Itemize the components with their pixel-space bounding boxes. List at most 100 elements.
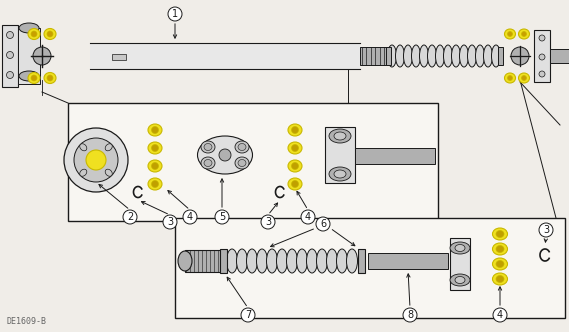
Ellipse shape [450, 274, 470, 286]
Ellipse shape [395, 45, 405, 67]
Ellipse shape [201, 141, 215, 153]
Ellipse shape [468, 45, 476, 67]
Ellipse shape [334, 132, 346, 140]
Ellipse shape [291, 162, 299, 170]
Ellipse shape [496, 276, 504, 283]
Ellipse shape [238, 159, 246, 167]
Bar [534, 30, 550, 82]
Circle shape [493, 308, 507, 322]
Circle shape [6, 51, 14, 58]
Bar [18, 28, 40, 84]
Ellipse shape [492, 45, 501, 67]
Ellipse shape [522, 75, 526, 80]
Ellipse shape [277, 249, 287, 273]
Ellipse shape [47, 75, 53, 81]
Ellipse shape [19, 23, 39, 33]
Ellipse shape [226, 249, 237, 273]
Ellipse shape [493, 228, 508, 240]
Text: 4: 4 [305, 212, 311, 222]
Ellipse shape [427, 45, 436, 67]
Text: 3: 3 [265, 217, 271, 227]
Ellipse shape [148, 160, 162, 172]
Ellipse shape [496, 245, 504, 253]
Text: 6: 6 [320, 219, 326, 229]
Ellipse shape [47, 31, 53, 37]
Ellipse shape [329, 129, 351, 143]
Text: 3: 3 [543, 225, 549, 235]
Ellipse shape [257, 249, 267, 273]
Bar [220, 249, 227, 273]
Circle shape [183, 210, 197, 224]
Text: 4: 4 [497, 310, 503, 320]
Ellipse shape [493, 273, 508, 285]
Ellipse shape [419, 45, 428, 67]
Ellipse shape [80, 169, 87, 176]
Circle shape [74, 138, 118, 182]
Ellipse shape [476, 45, 484, 67]
Circle shape [86, 150, 106, 170]
Bar [2, 25, 18, 87]
Ellipse shape [204, 143, 212, 150]
Ellipse shape [505, 29, 516, 39]
Ellipse shape [493, 258, 508, 270]
Ellipse shape [435, 45, 444, 67]
Ellipse shape [105, 169, 112, 176]
Circle shape [163, 215, 177, 229]
Bar [498, 47, 503, 65]
Circle shape [168, 7, 182, 21]
Circle shape [261, 215, 275, 229]
Text: 5: 5 [219, 212, 225, 222]
Circle shape [539, 71, 545, 77]
Ellipse shape [28, 72, 40, 84]
Bar [450, 238, 470, 290]
Ellipse shape [31, 75, 37, 81]
Circle shape [539, 35, 545, 41]
Ellipse shape [450, 242, 470, 254]
Ellipse shape [455, 277, 465, 284]
Circle shape [539, 54, 545, 60]
Bar [386, 47, 391, 65]
Bar [185, 250, 223, 272]
Ellipse shape [151, 162, 159, 170]
Ellipse shape [19, 71, 39, 81]
Text: DE1609-B: DE1609-B [6, 317, 46, 326]
Bar [90, 43, 360, 69]
Circle shape [64, 128, 128, 192]
Ellipse shape [493, 243, 508, 255]
Ellipse shape [411, 45, 420, 67]
Circle shape [301, 210, 315, 224]
Ellipse shape [266, 249, 278, 273]
Ellipse shape [28, 29, 40, 40]
Text: 2: 2 [127, 212, 133, 222]
Ellipse shape [316, 249, 328, 273]
Ellipse shape [291, 181, 299, 188]
Ellipse shape [508, 32, 513, 37]
Ellipse shape [334, 170, 346, 178]
Ellipse shape [518, 73, 530, 83]
Ellipse shape [484, 45, 493, 67]
Ellipse shape [235, 157, 249, 169]
Ellipse shape [44, 29, 56, 40]
Ellipse shape [288, 178, 302, 190]
Text: 7: 7 [245, 310, 251, 320]
Ellipse shape [31, 31, 37, 37]
Ellipse shape [347, 249, 357, 273]
Circle shape [511, 47, 529, 65]
Ellipse shape [518, 29, 530, 39]
Ellipse shape [204, 159, 212, 167]
Ellipse shape [403, 45, 413, 67]
Ellipse shape [148, 142, 162, 154]
Ellipse shape [237, 249, 248, 273]
Bar [360, 47, 388, 65]
Circle shape [123, 210, 137, 224]
Ellipse shape [105, 144, 112, 151]
Ellipse shape [291, 126, 299, 133]
Circle shape [33, 47, 51, 65]
Ellipse shape [460, 45, 468, 67]
Ellipse shape [443, 45, 452, 67]
FancyBboxPatch shape [175, 218, 565, 318]
Ellipse shape [151, 144, 159, 151]
FancyBboxPatch shape [68, 103, 438, 221]
Bar [550, 49, 569, 63]
Ellipse shape [197, 136, 253, 174]
